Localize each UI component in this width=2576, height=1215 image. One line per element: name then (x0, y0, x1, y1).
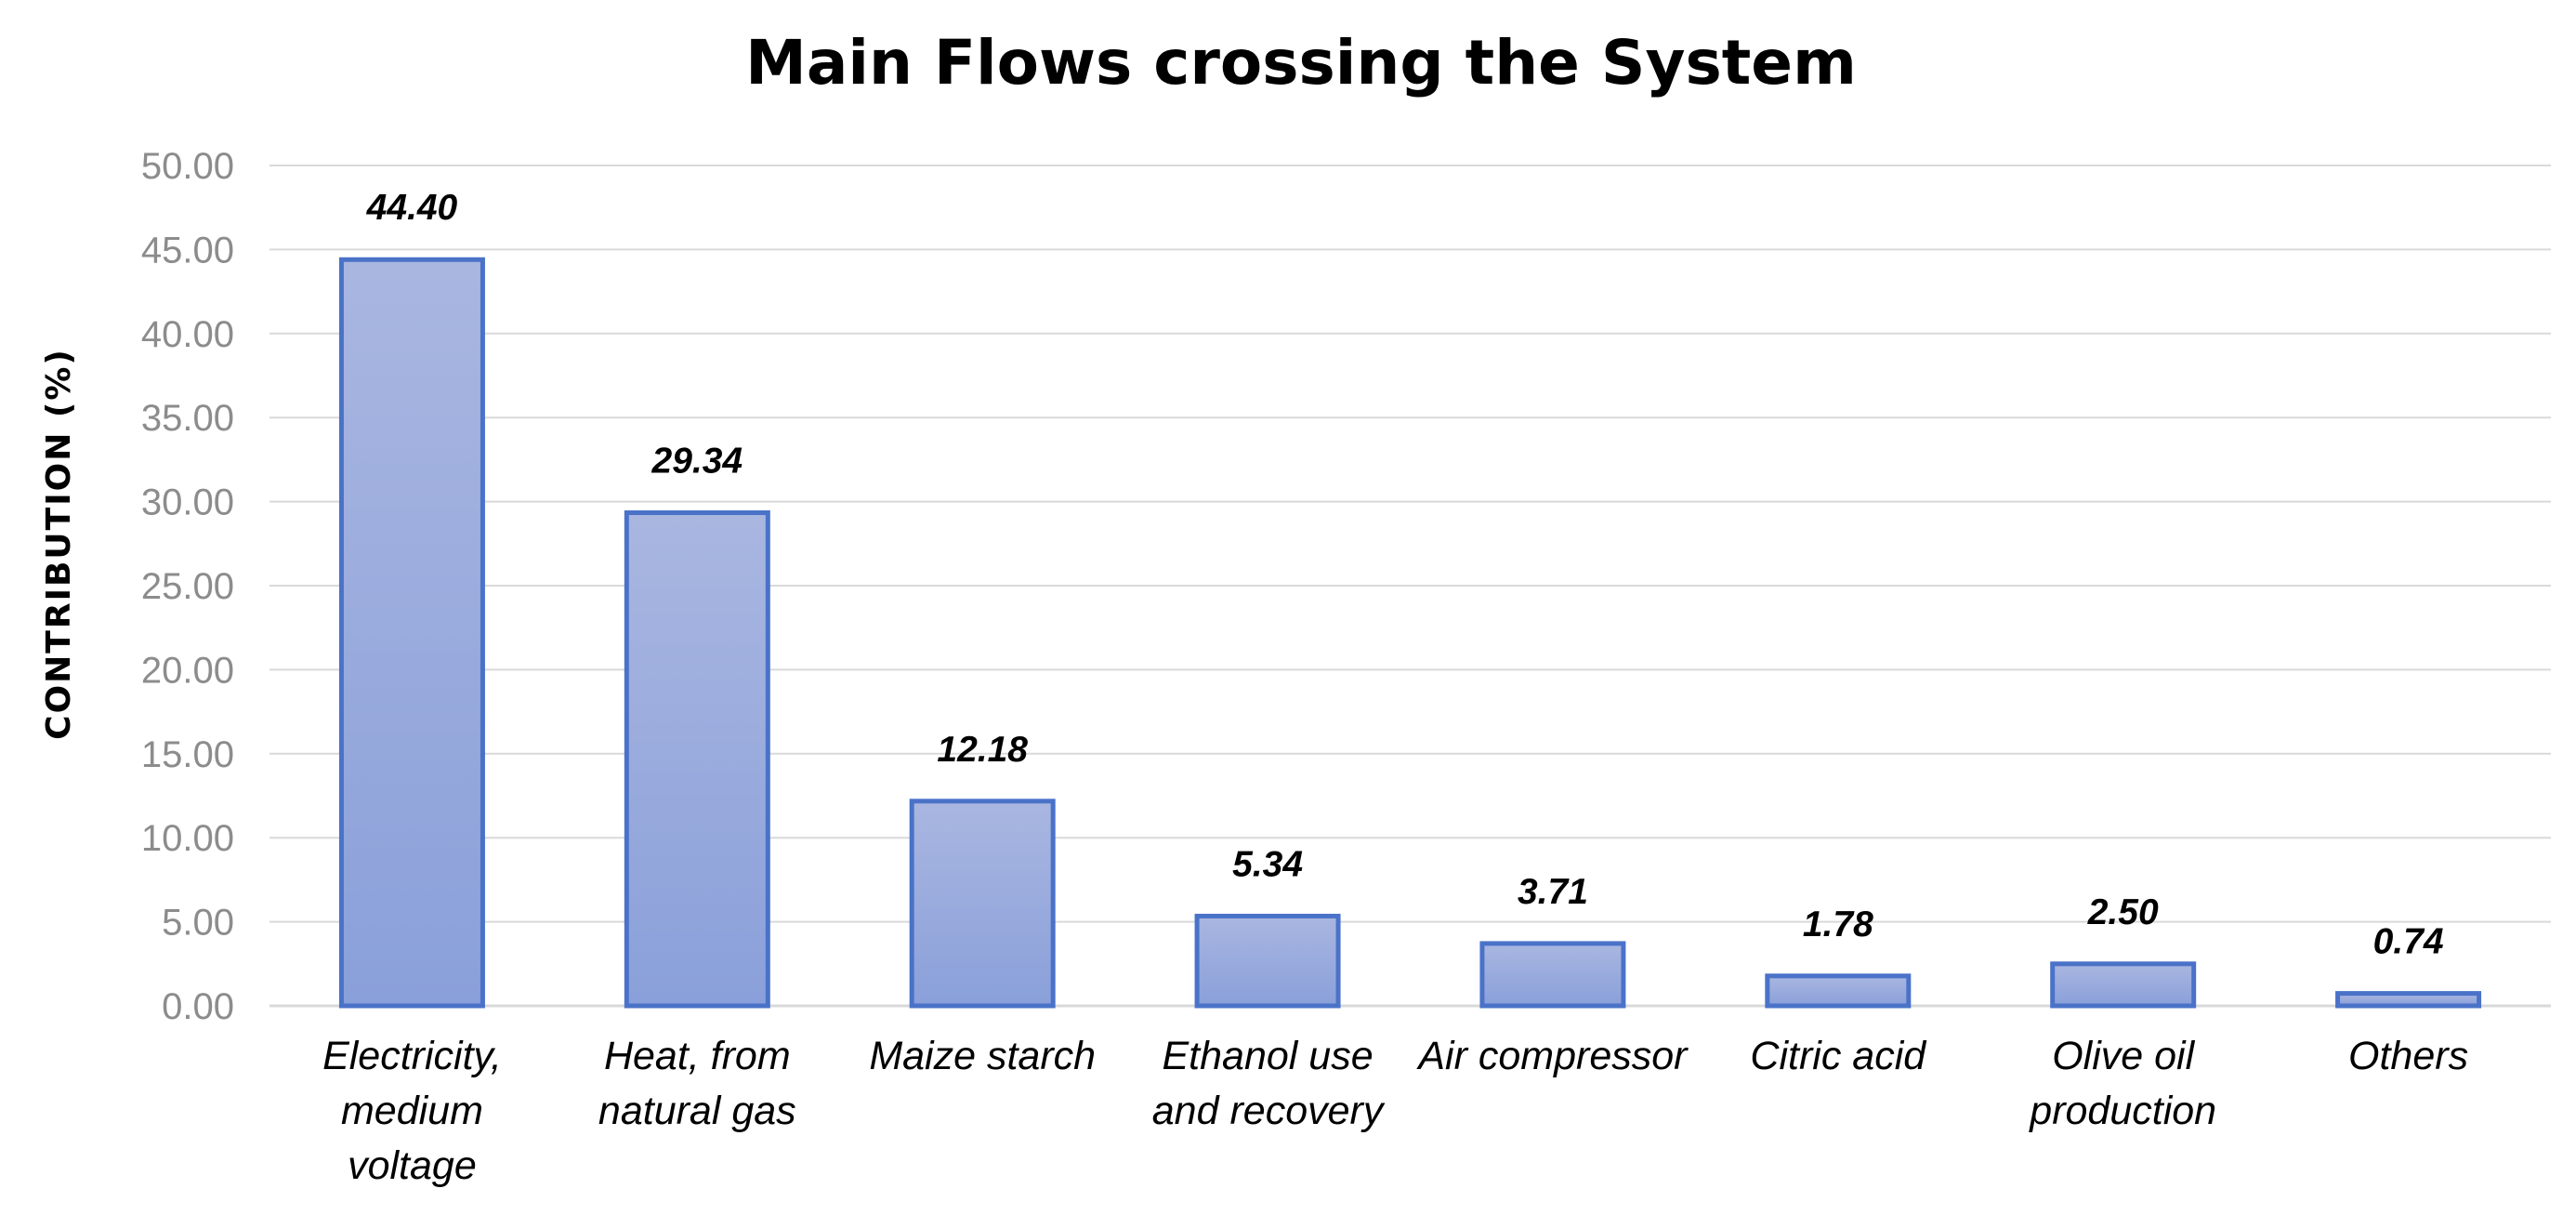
data-label: 3.71 (1518, 872, 1588, 912)
y-tick-label: 10.00 (141, 818, 234, 859)
data-label: 12.18 (937, 730, 1028, 770)
bar (2335, 991, 2482, 1009)
x-tick-label-line: Heat, from (604, 1034, 791, 1078)
y-tick-label: 40.00 (141, 314, 234, 355)
x-tick-label: Citric acid (1750, 1034, 1927, 1078)
y-tick-label: 50.00 (141, 146, 234, 187)
x-tick-label-line: production (2028, 1089, 2216, 1133)
y-axis-ticks: 0.00 5.00 10.00 15.00 20.00 25.00 30.00 35.00 40… (141, 146, 234, 1027)
x-tick-label: Air compressor (1415, 1034, 1689, 1078)
gridlines (269, 165, 2551, 1008)
x-tick-label-line: Others (2348, 1034, 2468, 1078)
bar (338, 257, 485, 1009)
y-tick-label: 15.00 (141, 734, 234, 775)
bar (909, 799, 1056, 1009)
y-tick-label: 5.00 (162, 903, 234, 944)
y-tick-label: 35.00 (141, 398, 234, 439)
data-label: 1.78 (1803, 905, 1873, 944)
data-label: 29.34 (651, 442, 743, 482)
bars (338, 257, 2482, 1009)
bar (1479, 941, 1626, 1009)
x-tick-label-line: Olive oil (2052, 1034, 2195, 1078)
x-tick-label-line: Air compressor (1415, 1034, 1689, 1078)
bar (1765, 973, 1912, 1009)
x-tick-label-line: medium (341, 1089, 483, 1133)
x-tick-label-line: Ethanol use (1163, 1034, 1373, 1078)
y-tick-label: 25.00 (141, 566, 234, 607)
x-tick-label-line: Electricity, (322, 1034, 502, 1078)
x-tick-label: Ethanol use and recovery (1152, 1034, 1386, 1133)
x-tick-label: Heat, from natural gas (598, 1034, 796, 1133)
x-tick-label: Electricity, medium voltage (322, 1034, 502, 1188)
y-tick-label: 20.00 (141, 650, 234, 691)
x-tick-label-line: voltage (348, 1143, 477, 1188)
data-label: 0.74 (2373, 922, 2444, 962)
x-tick-label: Maize starch (869, 1034, 1096, 1078)
data-label: 2.50 (2087, 892, 2159, 932)
y-tick-label: 45.00 (141, 230, 234, 271)
y-axis-label: CONTRIBUTION (%) (40, 348, 78, 740)
bar (2050, 961, 2197, 1009)
x-axis-ticks: Electricity, medium voltage Heat, from natur… (322, 1034, 2468, 1188)
y-tick-label: 30.00 (141, 482, 234, 523)
x-tick-label: Others (2348, 1034, 2468, 1078)
x-tick-label-line: natural gas (598, 1089, 796, 1133)
bar (624, 510, 770, 1009)
x-tick-label-line: Citric acid (1750, 1034, 1927, 1078)
data-label: 44.40 (366, 188, 458, 228)
x-tick-label-line: Maize starch (869, 1034, 1096, 1078)
chart-title: Main Flows crossing the System (745, 27, 1857, 99)
x-tick-label: Olive oil production (2028, 1034, 2216, 1133)
data-label: 5.34 (1232, 844, 1303, 884)
data-labels: 44.40 29.34 12.18 5.34 3.71 1.78 2.50 0.74 (366, 188, 2444, 961)
y-tick-label: 0.00 (162, 986, 234, 1027)
bar (1194, 913, 1341, 1009)
x-tick-label-line: and recovery (1152, 1089, 1386, 1133)
